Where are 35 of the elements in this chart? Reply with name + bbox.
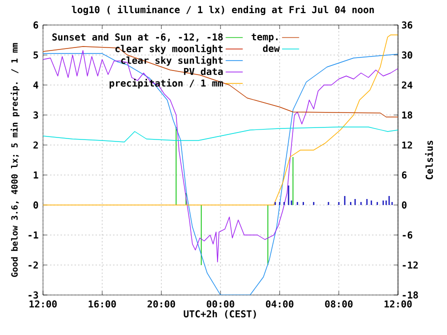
legend-label: temp. [252, 34, 278, 42]
x-tick-label: 00:00 [206, 300, 234, 308]
y-tick-label: 2 [33, 141, 38, 149]
x-tick-label: 12:00 [384, 300, 412, 308]
y-tick-label: 5 [34, 51, 38, 59]
y2-tick-label: -12 [402, 261, 418, 269]
x-axis-title: UTC+2h (CEST) [184, 310, 256, 319]
y-tick-label: -1 [28, 232, 38, 238]
y-tick-label: 4 [33, 82, 38, 88]
y2-axis-title: Celsius [425, 140, 433, 180]
y2-tick-label: 36 [402, 21, 412, 29]
y-tick-label: 0 [33, 201, 38, 209]
y-tick-label: -2 [28, 261, 38, 269]
x-tick-label: 16:00 [88, 300, 116, 308]
y2-tick-label: 6 [402, 171, 407, 179]
y2-tick-label: 24 [402, 81, 412, 89]
legend-label: clear sky moonlight [115, 44, 223, 54]
legend-label: dew [262, 44, 280, 52]
y-tick-label: 1 [34, 172, 38, 178]
y2-tick-label: 0 [402, 201, 407, 209]
x-tick-label: 04:00 [266, 300, 294, 308]
y2-tick-label: -18 [402, 291, 418, 299]
y-tick-label: -3 [28, 291, 38, 299]
y2-tick-label: 12 [402, 141, 412, 149]
y-tick-label: 6 [34, 21, 38, 29]
x-tick-label: 12:00 [30, 300, 57, 308]
y2-tick-label: 18 [402, 111, 412, 119]
x-tick-label: 08:00 [325, 300, 353, 308]
y2-tick-label: -6 [402, 231, 412, 239]
legend-label: Sunset and Sun at -6, -12, -18 [52, 33, 223, 42]
y-tick-label: 3 [33, 111, 38, 119]
x-tick-label: 20:00 [148, 300, 176, 308]
chart-title: log10 ( illuminance / 1 lx) ending at Fri Jul 04 noon [72, 5, 374, 16]
y2-tick-label: 30 [402, 51, 412, 59]
y-axis-title: Good below 3.6, 4000 lx; 5 min precip. / 1 mm [10, 42, 20, 277]
